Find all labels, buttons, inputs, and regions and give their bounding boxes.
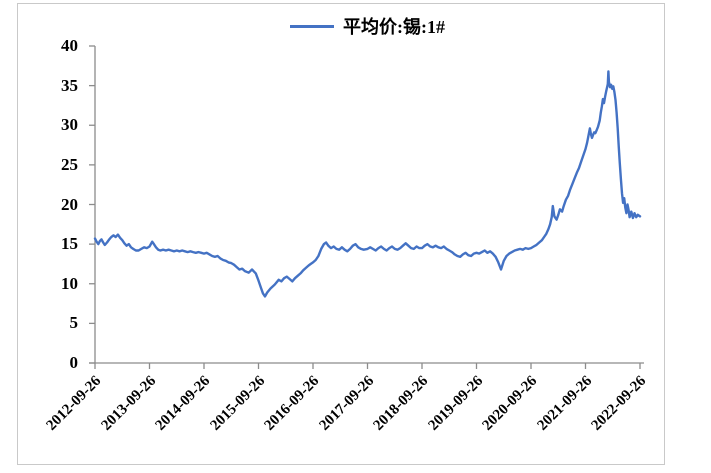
y-tick-label: 25: [61, 154, 78, 174]
y-tick-label: 40: [61, 36, 78, 55]
y-tick-label: 0: [69, 353, 79, 372]
y-tick-label: 5: [69, 313, 79, 333]
legend-label: 平均价:锡:1#: [343, 17, 445, 37]
y-tick-label: 30: [61, 115, 78, 135]
legend-line-marker: [290, 24, 334, 28]
y-tick-label: 20: [61, 194, 78, 214]
legend: 平均价:锡:1#: [95, 14, 640, 38]
y-tick-label: 10: [61, 273, 78, 293]
price-line-series: [93, 70, 642, 298]
figure-border: [17, 3, 665, 465]
y-tick-label: 15: [61, 234, 78, 254]
y-tick-label: 35: [61, 75, 78, 95]
